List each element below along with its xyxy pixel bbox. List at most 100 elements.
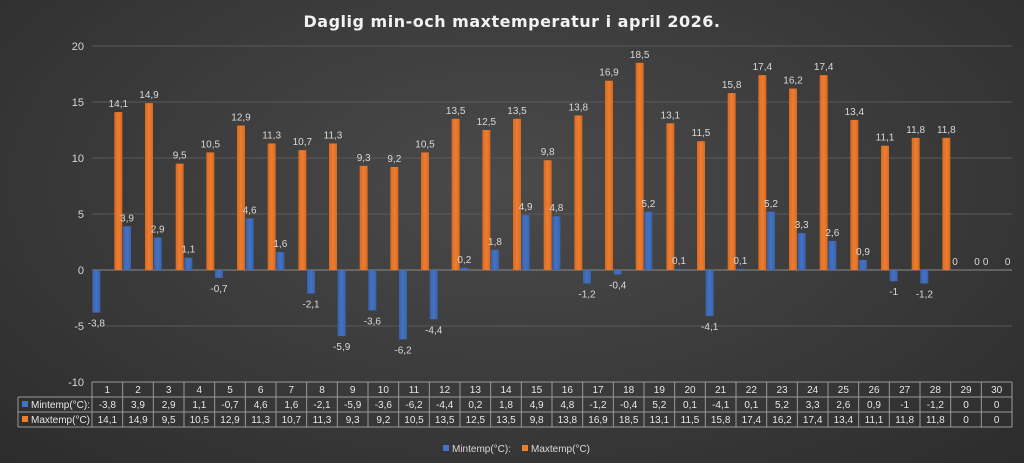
data-label-maxtemp: 13,5 <box>507 106 527 117</box>
data-label-mintemp: -3,8 <box>88 319 106 330</box>
data-label-mintemp: 0,1 <box>672 256 686 267</box>
table-cell: -1,2 <box>927 400 945 411</box>
bar-maxtemp-day-28 <box>942 137 951 270</box>
bar-mintemp-day-17 <box>583 270 591 284</box>
x-category-label: 13 <box>470 385 482 396</box>
data-label-mintemp: -2,1 <box>302 300 320 311</box>
x-category-label: 3 <box>166 385 172 396</box>
table-cell: 2,6 <box>836 400 850 411</box>
bar-maxtemp-day-22 <box>758 75 767 271</box>
bar-maxtemp-day-4 <box>206 152 215 270</box>
bar-mintemp-day-12 <box>429 270 438 320</box>
data-label-maxtemp: 0 <box>974 257 980 268</box>
bars <box>92 62 951 340</box>
x-category-label: 28 <box>930 385 942 396</box>
bar-maxtemp-day-2 <box>145 103 153 271</box>
table-cell: 17,4 <box>742 415 762 426</box>
data-label-maxtemp: 13,1 <box>661 110 681 121</box>
data-label-maxtemp: 11,5 <box>692 128 711 139</box>
data-label-maxtemp: 11,1 <box>876 133 895 144</box>
bar-mintemp-day-2 <box>123 226 131 270</box>
table-cell: 15,8 <box>711 415 731 426</box>
bar-maxtemp-day-14 <box>513 118 521 270</box>
bar-maxtemp-day-9 <box>359 165 368 270</box>
bar-maxtemp-day-1 <box>114 112 123 270</box>
bar-maxtemp-day-11 <box>421 152 429 270</box>
table-cell: 10,7 <box>282 415 302 426</box>
bar-mintemp-day-19 <box>644 211 653 270</box>
table-cell: 2,9 <box>162 400 176 411</box>
bar-mintemp-day-6 <box>245 218 254 270</box>
data-label-maxtemp: 12,5 <box>477 117 497 128</box>
table-cell: 10,5 <box>404 415 424 426</box>
bar-maxtemp-day-17 <box>605 80 613 270</box>
data-label-mintemp: 0 <box>983 257 989 268</box>
bar-maxtemp-day-8 <box>329 143 337 270</box>
x-category-label: 26 <box>868 385 880 396</box>
bar-mintemp-day-16 <box>552 216 561 270</box>
table-cell: 3,3 <box>806 400 820 411</box>
table-cell: 12,9 <box>220 415 240 426</box>
table-cell: -1,2 <box>589 400 607 411</box>
bar-mintemp-day-20 <box>675 268 683 270</box>
table-cell: 9,2 <box>376 415 390 426</box>
y-tick-label: 10 <box>72 153 84 165</box>
x-category-label: 30 <box>991 385 1003 396</box>
bar-mintemp-day-26 <box>859 259 867 270</box>
y-tick-label: -5 <box>74 321 84 333</box>
table-cell: 1,1 <box>192 400 206 411</box>
y-tick-label: 15 <box>72 97 84 109</box>
table-cell: 16,9 <box>588 415 608 426</box>
table-cell: -1 <box>900 400 909 411</box>
x-category-label: 14 <box>500 385 512 396</box>
data-label-maxtemp: 13,5 <box>446 106 466 117</box>
table-cell: 14,1 <box>98 415 118 426</box>
data-label-mintemp: -0,7 <box>210 284 228 295</box>
data-label-mintemp: 5,2 <box>641 199 655 210</box>
table-legend-key <box>22 416 28 422</box>
bar-maxtemp-day-26 <box>881 145 889 270</box>
table-cell: -3,6 <box>375 400 393 411</box>
data-label-maxtemp: 9,8 <box>541 147 555 158</box>
x-category-label: 15 <box>531 385 543 396</box>
table-cell: 13,8 <box>558 415 578 426</box>
data-label-mintemp: 3,9 <box>120 213 134 224</box>
table-cell: 17,4 <box>803 415 823 426</box>
data-label-maxtemp: 10,7 <box>293 137 313 148</box>
table-cell: 5,2 <box>652 400 666 411</box>
data-label-mintemp: -4,1 <box>701 322 719 333</box>
data-table: 1 2 3 4 5 6 7 8 9 10 11 12 13 14 15 16 17 18 19 20 21 22 23 24 2… <box>17 381 1013 428</box>
bar-maxtemp-day-13 <box>482 130 491 270</box>
table-cell: 13,4 <box>834 415 854 426</box>
data-label-maxtemp: 17,4 <box>814 62 834 73</box>
table-cell: 0 <box>963 415 969 426</box>
data-label-mintemp: 0 <box>952 257 958 268</box>
y-tick-label: 20 <box>72 41 84 53</box>
table-cell: 0,1 <box>744 400 758 411</box>
x-category-label: 20 <box>684 385 696 396</box>
x-category-label: 27 <box>899 385 911 396</box>
table-cell: 11,8 <box>895 415 914 426</box>
table-cell: 4,6 <box>254 400 268 411</box>
x-category-label: 1 <box>105 385 111 396</box>
table-cell: 1,8 <box>499 400 513 411</box>
x-category-label: 6 <box>258 385 264 396</box>
data-label-mintemp: -5,9 <box>333 342 351 353</box>
x-category-label: 29 <box>960 385 972 396</box>
table-cell: 4,9 <box>530 400 544 411</box>
x-category-label: 21 <box>715 385 727 396</box>
table-cell: -3,8 <box>99 400 117 411</box>
chart-title: Daglig min-och maxtemperatur i april 202… <box>304 12 721 31</box>
data-label-maxtemp: 13,8 <box>569 102 589 113</box>
x-category-label: 10 <box>378 385 390 396</box>
legend-key-maxtemp <box>522 445 528 451</box>
data-label-maxtemp: 9,3 <box>357 153 371 164</box>
x-category-label: 22 <box>746 385 758 396</box>
data-label-maxtemp: 16,2 <box>783 76 803 87</box>
table-cell: 5,2 <box>775 400 789 411</box>
bar-mintemp-day-8 <box>307 270 315 294</box>
x-category-label: 11 <box>409 385 420 396</box>
table-cell: 14,9 <box>128 415 148 426</box>
bar-mintemp-day-1 <box>92 270 101 313</box>
data-label-maxtemp: 9,5 <box>173 151 187 162</box>
